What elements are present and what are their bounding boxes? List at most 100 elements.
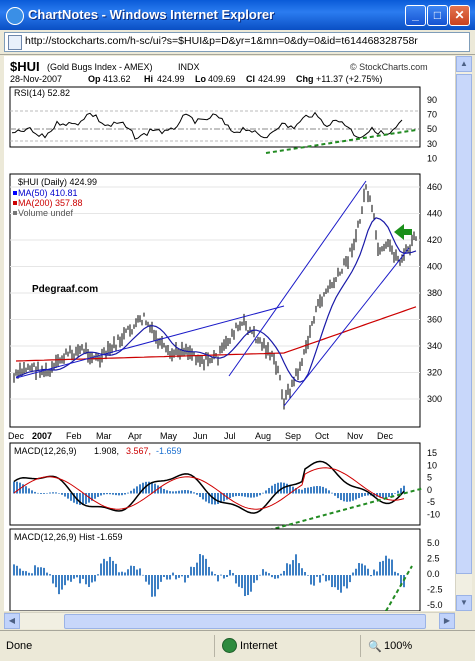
hist-bar — [274, 575, 276, 579]
macd-hist-bar — [58, 493, 60, 494]
macd-hist-bar — [121, 493, 123, 495]
hist-bar — [28, 573, 30, 576]
hist-bar — [211, 572, 213, 576]
macd-hist-bar — [259, 493, 261, 495]
hist-bar — [91, 575, 93, 582]
hist-tick-label: 2.5 — [427, 554, 440, 564]
hist-bar — [160, 575, 162, 582]
hist-bar — [106, 561, 108, 575]
hist-bar — [307, 575, 309, 576]
price-tick-label: 440 — [427, 209, 442, 219]
month-label: Dec — [377, 431, 394, 441]
open-label: Op — [88, 74, 101, 84]
hist-bar — [298, 563, 300, 575]
scroll-up-button[interactable]: ▲ — [456, 56, 472, 72]
macd-hist-bar — [124, 493, 126, 494]
hist-bar — [295, 554, 297, 575]
minimize-button[interactable]: _ — [405, 5, 426, 26]
macd-hist-bar — [229, 493, 231, 498]
macd-hist-bar — [271, 486, 273, 494]
macd-hist-bar — [34, 492, 36, 494]
hist-bar — [175, 575, 177, 579]
macd-hist-bar — [28, 488, 30, 493]
zoom-level[interactable]: 100% — [384, 640, 412, 652]
hist-bar — [193, 567, 195, 575]
macd-hist-bar — [181, 490, 183, 493]
scroll-right-button[interactable]: ▶ — [439, 613, 455, 629]
legend-ma50: MA(50) 410.81 — [18, 188, 78, 198]
macd-hist-bar — [172, 491, 174, 493]
macd-hist-bar — [187, 490, 189, 493]
macd-hist-bar — [301, 490, 303, 494]
hist-bar — [121, 572, 123, 576]
hist-bar — [256, 575, 258, 580]
legend-hui: $HUI (Daily) 424.99 — [18, 177, 97, 187]
month-label: Nov — [347, 431, 364, 441]
hist-bar — [343, 575, 345, 586]
hist-bar — [196, 563, 198, 576]
macd-hist-bar — [127, 493, 129, 494]
macd-hist-bar — [103, 493, 105, 495]
hist-bar — [304, 572, 306, 575]
scroll-left-button[interactable]: ◀ — [4, 613, 20, 629]
macd-hist-bar — [64, 493, 66, 497]
macd-hist-bar — [118, 493, 120, 495]
macd-hist-bar — [343, 493, 345, 501]
macd-hist-bar — [163, 489, 165, 494]
hist-bar — [157, 575, 159, 589]
hist-bar — [109, 557, 111, 576]
hist-bar — [184, 575, 186, 582]
hist-bar — [355, 569, 357, 576]
zone-text: Internet — [240, 640, 277, 652]
stock-chart: $HUI (Gold Bugs Index - AMEX) INDX © Sto… — [4, 56, 455, 611]
price-axis: 460440420400380360340320300 — [427, 182, 442, 404]
vertical-scrollbar[interactable]: ▲ ▼ — [455, 56, 472, 611]
macd-hist-bar — [238, 493, 240, 496]
price-tick-label: 420 — [427, 235, 442, 245]
macd-hist-bar — [151, 482, 153, 493]
high-value: 424.99 — [157, 74, 185, 84]
macd-hist-bar — [49, 493, 51, 494]
low-value: 409.69 — [208, 74, 236, 84]
address-input[interactable]: http://stockcharts.com/h-sc/ui?s=$HUI&p=… — [4, 32, 470, 52]
hist-bar — [136, 570, 138, 576]
hist-bar — [394, 572, 396, 576]
hist-bar — [22, 571, 24, 576]
hist-bar — [361, 564, 363, 576]
hist-bar — [382, 561, 384, 576]
macd-tick-label: -5 — [427, 497, 435, 507]
zoom-icon[interactable]: 🔍 — [368, 640, 382, 653]
hist-bar — [322, 574, 324, 576]
macd-hist-bar — [388, 493, 390, 497]
hist-bar — [244, 575, 246, 596]
macd-hist-bar — [262, 493, 264, 494]
hist-bar — [100, 564, 102, 576]
hist-bar — [61, 575, 63, 590]
macd-hist-bar — [298, 489, 300, 493]
hist-bar — [397, 573, 399, 575]
scroll-thumb[interactable] — [456, 74, 472, 574]
hist-bar — [199, 554, 201, 575]
hist-bar — [265, 572, 267, 576]
maximize-button[interactable]: □ — [427, 5, 448, 26]
macd-value: 1.908, — [94, 446, 119, 456]
hist-bar — [316, 575, 318, 577]
hist-bar — [178, 575, 180, 578]
hist-bar — [31, 573, 33, 575]
hist-bar — [388, 559, 390, 576]
legend-volume-swatch — [13, 211, 17, 215]
macd-hist-bar — [232, 493, 234, 497]
close-button[interactable]: ✕ — [449, 5, 470, 26]
macd-hist-bar — [106, 493, 108, 494]
hscroll-thumb[interactable] — [64, 614, 426, 629]
macd-hist-bar — [355, 493, 357, 499]
hist-bar — [70, 575, 72, 582]
scroll-down-button[interactable]: ▼ — [456, 595, 472, 611]
hist-bar — [130, 566, 132, 576]
macd-hist-bar — [178, 491, 180, 494]
price-tick-label: 340 — [427, 341, 442, 351]
horizontal-scrollbar[interactable]: ◀ ▶ — [4, 612, 455, 629]
month-label: Oct — [315, 431, 330, 441]
hist-bar — [277, 575, 279, 578]
hist-bar — [208, 567, 210, 576]
